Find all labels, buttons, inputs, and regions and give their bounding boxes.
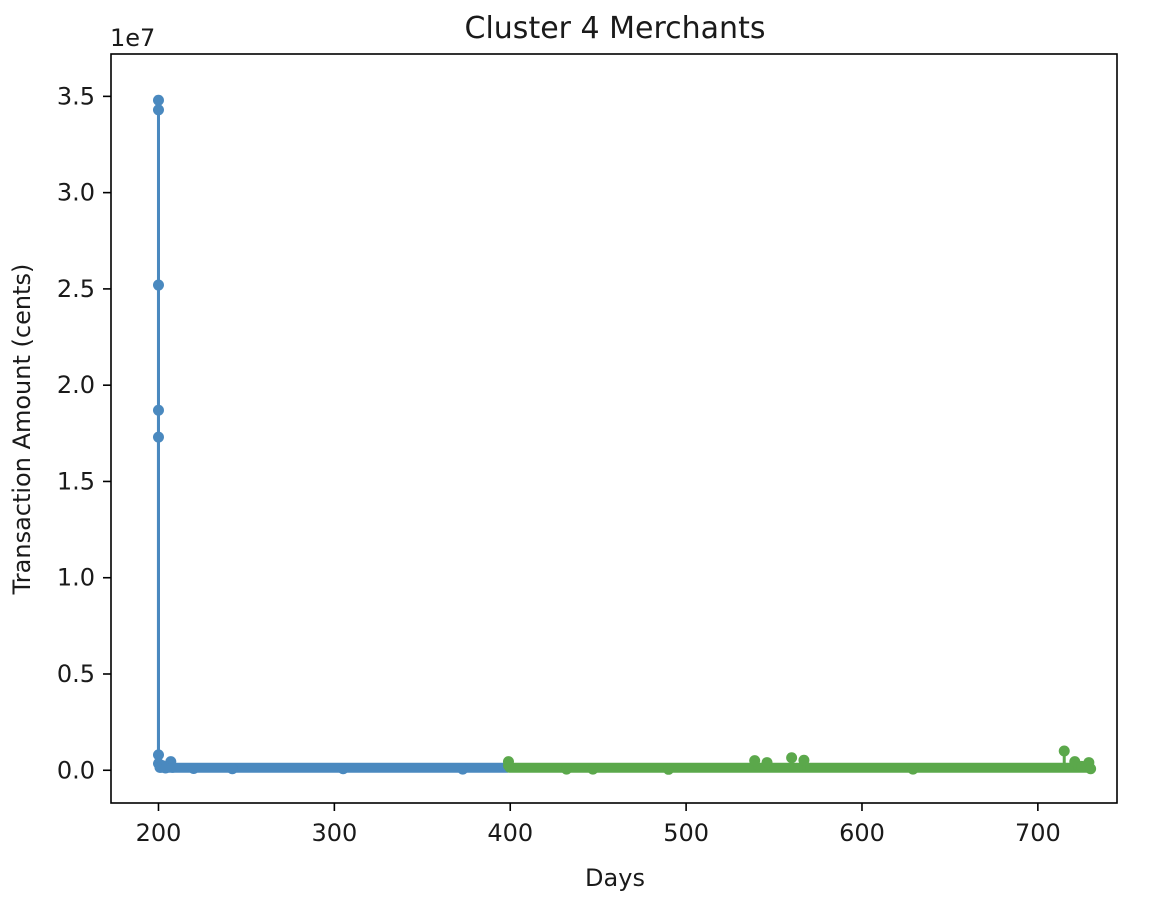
y-tick-label: 2.0	[57, 371, 95, 399]
plot-area	[152, 94, 1097, 775]
series-1	[502, 745, 1097, 775]
axes-frame	[110, 53, 1118, 804]
axes: 200 300 400 500 600 700 0.0 0.5 1.0 1.5 2.0 2.5 3.0 3…	[57, 53, 1118, 847]
x-tick-label: 500	[663, 819, 709, 847]
series-1-point	[798, 754, 810, 766]
series-1-point	[907, 763, 919, 775]
series-1-point	[786, 752, 798, 764]
series-1-point	[561, 763, 573, 775]
series-0-point	[152, 431, 164, 443]
series-0-point	[152, 404, 164, 416]
series-0-point	[152, 749, 164, 761]
series-0-point	[152, 94, 164, 106]
series-0	[152, 94, 513, 775]
series-1-point	[761, 757, 773, 769]
x-tick-label: 300	[311, 819, 357, 847]
x-axis-label: Days	[585, 864, 645, 892]
y-tick-label: 2.5	[57, 275, 95, 303]
series-0-point	[152, 279, 164, 291]
series-0-point	[226, 763, 238, 775]
series-1-point	[1085, 763, 1097, 775]
x-tick-label: 700	[1015, 819, 1061, 847]
y-tick-label: 0.5	[57, 660, 95, 688]
x-tick-label: 200	[136, 819, 182, 847]
y-offset-text: 1e7	[110, 24, 155, 52]
series-1-point	[587, 763, 599, 775]
series-1-point	[663, 763, 675, 775]
x-tick-label: 400	[487, 819, 533, 847]
y-tick-label: 3.5	[57, 82, 95, 110]
series-group	[152, 94, 1097, 775]
series-0-point	[457, 763, 469, 775]
series-0-baseline-band	[154, 762, 513, 773]
series-1-baseline-band	[504, 762, 1095, 773]
series-0-point	[152, 104, 164, 116]
x-tick-label: 600	[839, 819, 885, 847]
y-axis-label: Transaction Amount (cents)	[8, 264, 36, 596]
series-1-point	[749, 755, 761, 767]
y-tick-label: 0.0	[57, 756, 95, 784]
series-1-point	[502, 759, 514, 771]
series-0-point	[167, 761, 179, 773]
series-1-point	[1058, 745, 1070, 757]
chart-title: Cluster 4 Merchants	[465, 11, 766, 46]
series-0-point	[337, 763, 349, 775]
y-tick-label: 1.0	[57, 564, 95, 592]
y-tick-label: 3.0	[57, 179, 95, 207]
y-tick-label: 1.5	[57, 467, 95, 495]
series-0-point	[188, 763, 200, 775]
